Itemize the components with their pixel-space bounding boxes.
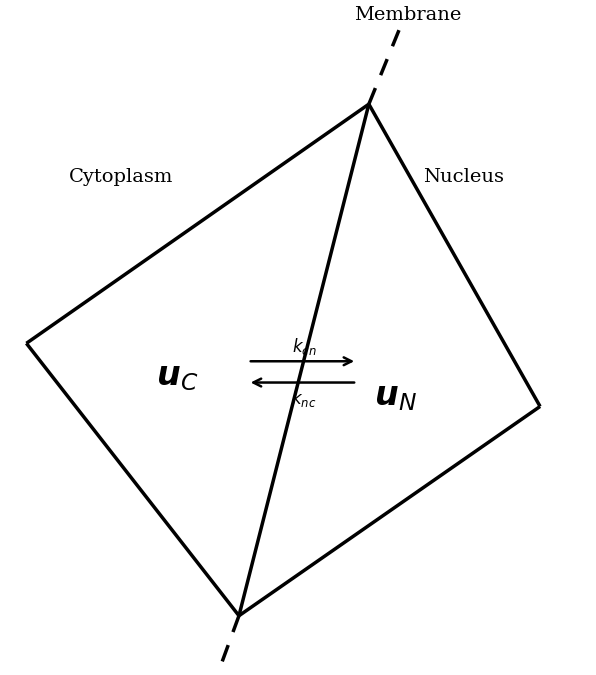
Text: $\boldsymbol{u}_N$: $\boldsymbol{u}_N$ xyxy=(374,380,417,413)
Text: $k_{cn}$: $k_{cn}$ xyxy=(291,336,316,357)
Text: Membrane: Membrane xyxy=(353,6,461,24)
Text: Cytoplasm: Cytoplasm xyxy=(69,168,173,186)
Text: $\boldsymbol{u}_C$: $\boldsymbol{u}_C$ xyxy=(156,360,198,393)
Text: Nucleus: Nucleus xyxy=(423,168,504,186)
Text: $k_{nc}$: $k_{nc}$ xyxy=(291,388,316,409)
